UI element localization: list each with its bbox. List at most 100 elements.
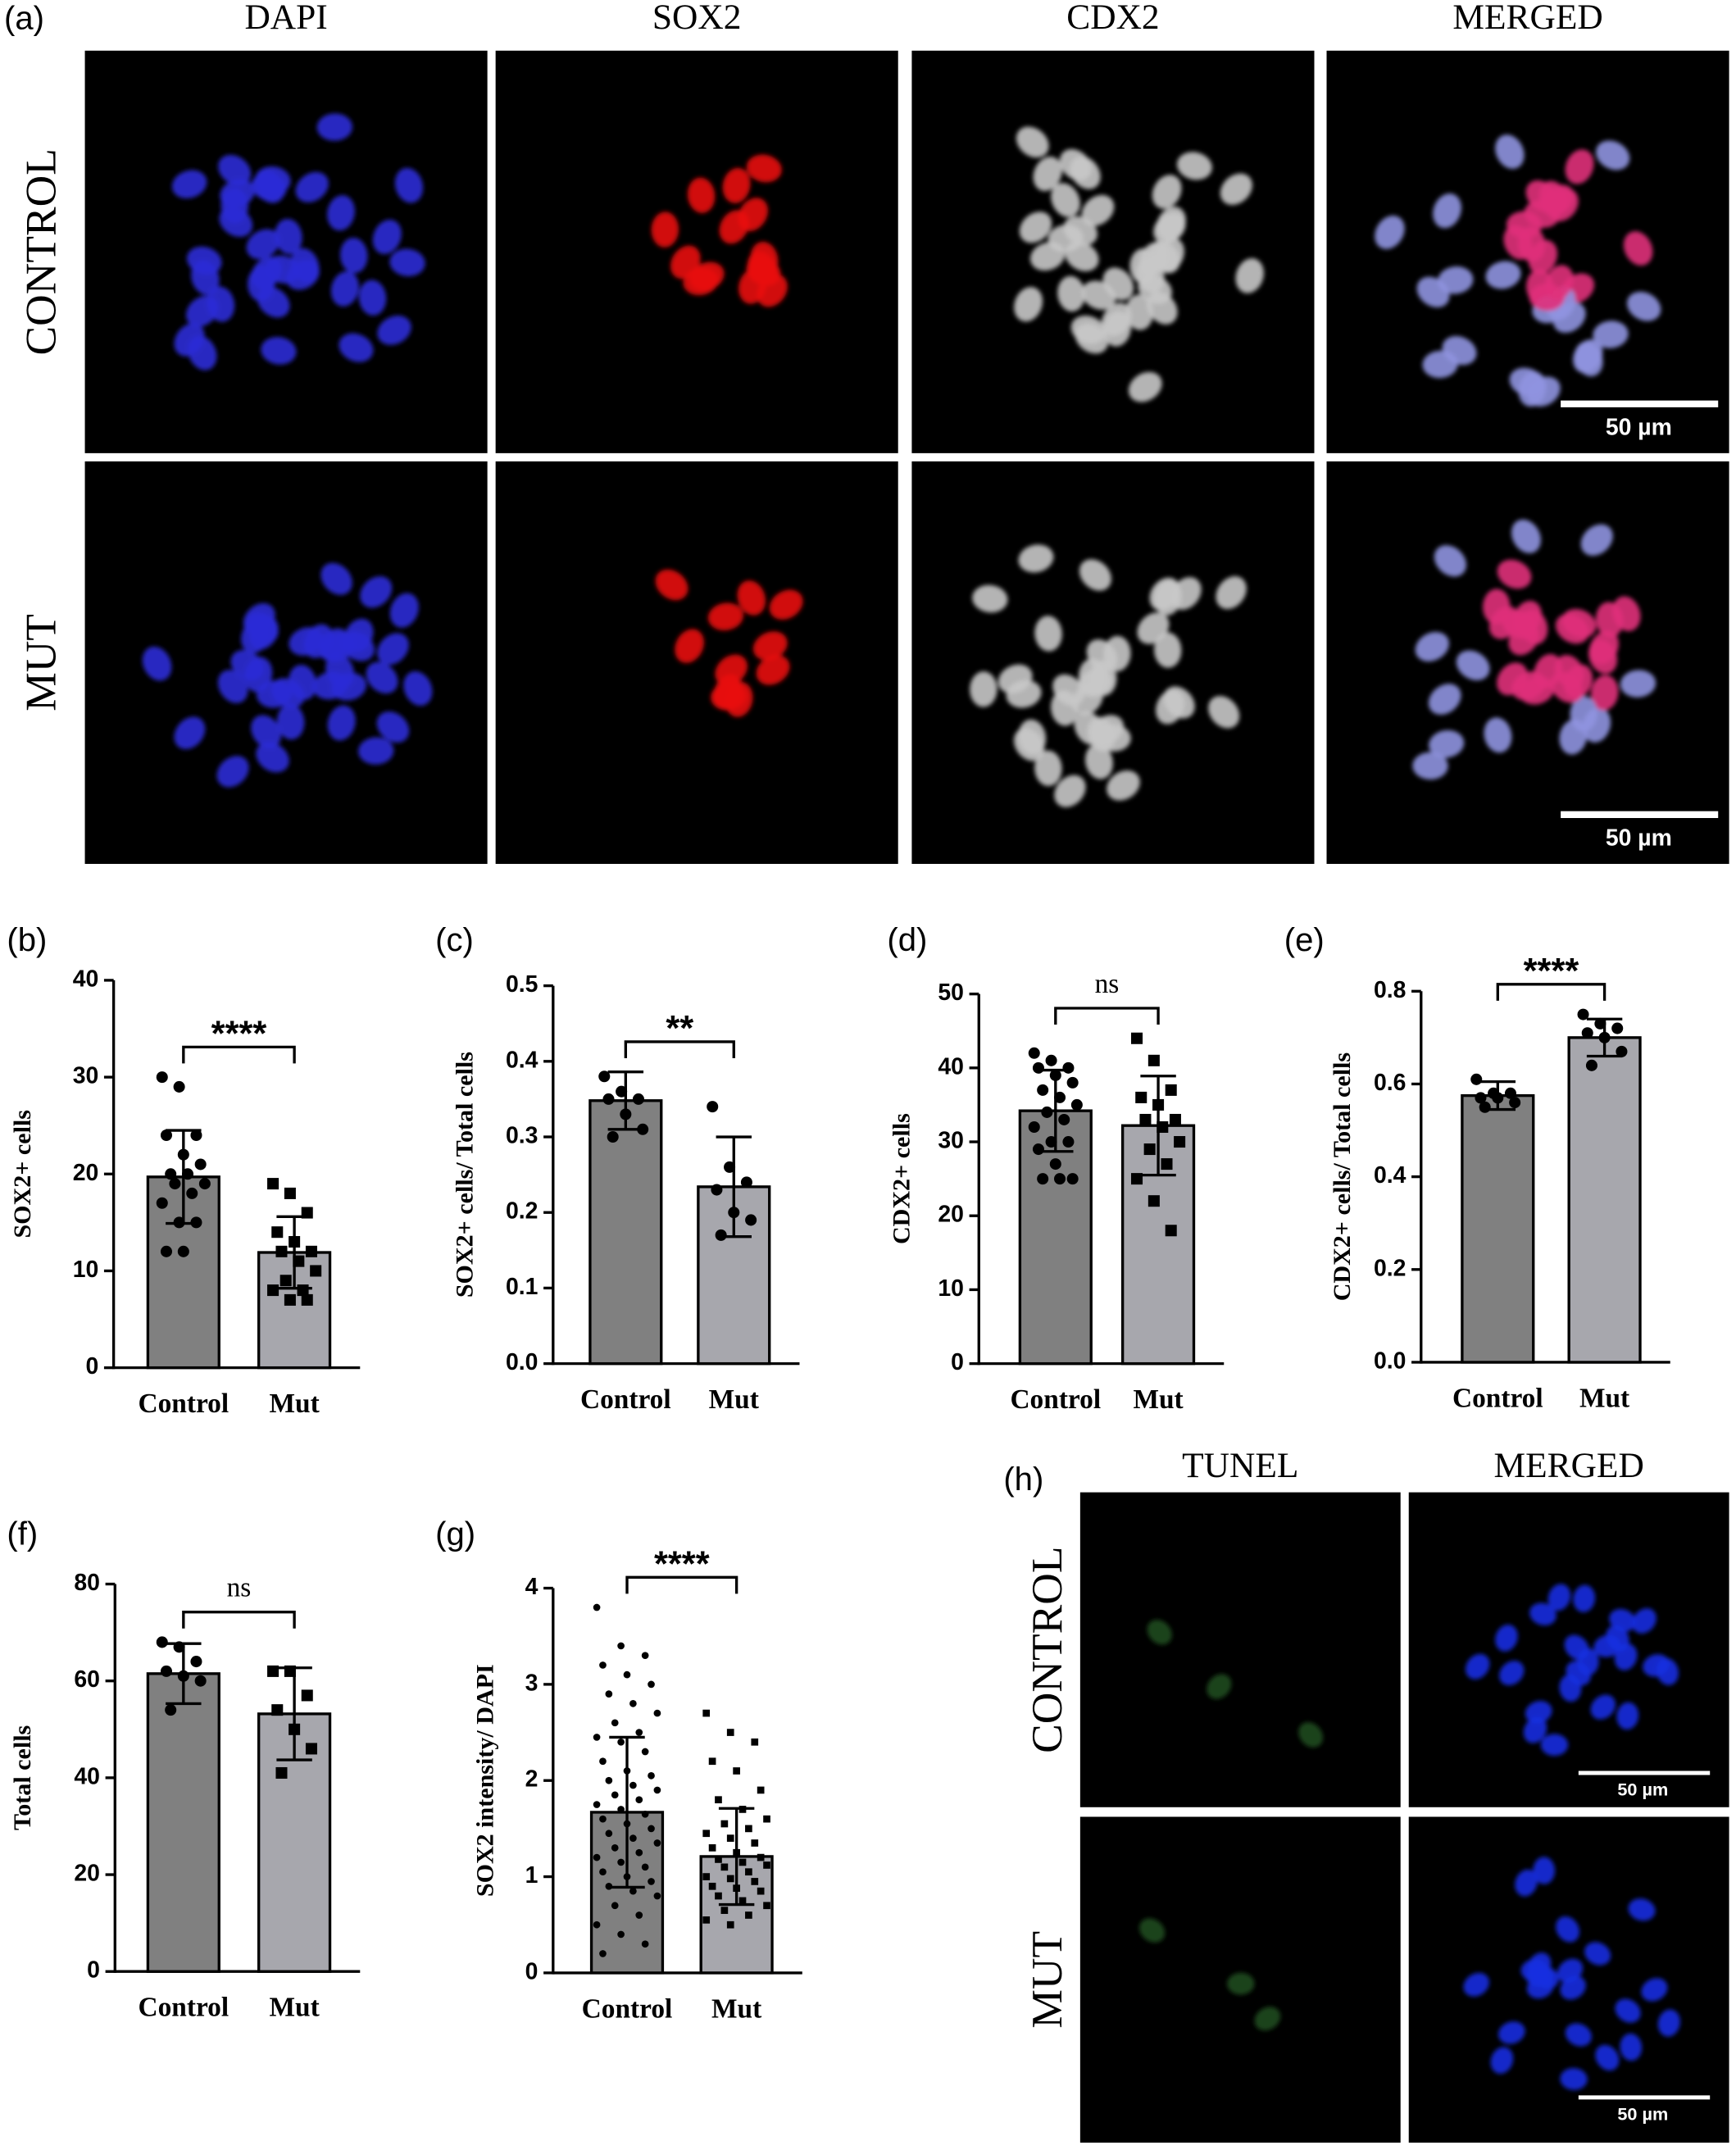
data-point <box>1028 1047 1040 1059</box>
data-point <box>763 1902 770 1910</box>
y-tick-label: 0.0 <box>506 1349 538 1375</box>
significance-bracket <box>182 1045 296 1064</box>
data-point <box>757 1853 765 1861</box>
data-point <box>702 1916 711 1924</box>
nucleus <box>1559 719 1588 755</box>
nucleus <box>1484 717 1512 753</box>
nucleus <box>1054 775 1086 807</box>
nucleus <box>220 179 255 208</box>
y-tick-label: 0 <box>85 1353 98 1380</box>
y-tick-label: 40 <box>73 966 99 992</box>
x-tick-label: Control <box>582 1993 673 2024</box>
y-axis-label: CDX2+ cells/ Total cells <box>1328 1052 1356 1301</box>
data-point <box>593 1734 601 1741</box>
data-point <box>715 1856 722 1863</box>
nucleus <box>1595 140 1630 170</box>
nucleus <box>1298 1722 1324 1748</box>
nucleus <box>1016 126 1049 158</box>
nucleus <box>1620 670 1656 698</box>
x-tick-label: Control <box>1010 1384 1101 1415</box>
data-point <box>720 1907 729 1914</box>
nucleus <box>1146 291 1178 325</box>
data-point <box>190 1129 202 1142</box>
nuclei <box>1014 126 1264 402</box>
x-tick-label: Control <box>580 1384 671 1415</box>
data-point <box>267 1284 279 1297</box>
data-point <box>177 1670 189 1682</box>
data-point <box>1049 1069 1061 1081</box>
y-tick-label: 0.5 <box>506 971 538 998</box>
data-point <box>293 1255 305 1267</box>
x-tick-label: Control <box>1452 1383 1543 1413</box>
y-tick-label: 0.2 <box>506 1198 538 1225</box>
data-point <box>310 1265 322 1277</box>
nucleus <box>1013 728 1045 761</box>
data-point <box>1032 1061 1044 1074</box>
data-point <box>611 1902 619 1910</box>
nucleus <box>1463 1972 1490 1997</box>
data-point <box>607 1131 619 1143</box>
column-heading: SOX2 <box>652 0 742 37</box>
data-point <box>1062 1136 1075 1148</box>
data-point <box>198 1178 211 1190</box>
nucleus <box>246 229 280 260</box>
data-point <box>745 1825 752 1833</box>
nucleus <box>327 705 356 741</box>
data-point <box>629 1781 637 1789</box>
nucleus <box>1595 2044 1620 2071</box>
nucleus <box>174 716 206 749</box>
nucleus <box>1540 1734 1569 1757</box>
data-point <box>763 1815 770 1823</box>
data-point <box>599 1661 607 1669</box>
data-point <box>599 1950 607 1957</box>
y-tick-label: 30 <box>73 1063 99 1089</box>
data-point <box>711 1184 723 1196</box>
y-tick-label: 0 <box>951 1349 964 1375</box>
data-point <box>1174 1136 1186 1148</box>
nucleus <box>1595 602 1624 638</box>
nucleus <box>366 661 398 694</box>
nucleus <box>707 602 744 631</box>
x-tick-label: Mut <box>709 1384 759 1415</box>
nucleus <box>1103 311 1132 347</box>
nucleus <box>1556 1916 1580 1943</box>
data-point <box>177 1245 189 1257</box>
data-point <box>173 1216 185 1229</box>
data-point <box>738 1858 747 1866</box>
nucleus <box>207 286 235 322</box>
column-heading: MERGED <box>1452 0 1602 37</box>
nucleus <box>275 218 302 255</box>
data-point <box>745 1214 757 1226</box>
panel-label: (d) <box>887 922 927 958</box>
nucleus <box>289 665 317 701</box>
data-point <box>751 1878 759 1885</box>
micrograph <box>911 50 1315 453</box>
nucleus <box>276 703 305 740</box>
data-point <box>620 1108 632 1120</box>
data-point <box>301 1207 313 1219</box>
column-heading: MERGED <box>1494 1446 1644 1485</box>
nucleus <box>1079 559 1111 591</box>
nucleus <box>1422 350 1458 379</box>
nucleus <box>715 654 748 686</box>
bar <box>146 1672 220 1973</box>
scale-bar-label: 50 µm <box>1606 414 1672 440</box>
x-tick-label: Mut <box>270 1993 320 2023</box>
data-point <box>1135 1091 1147 1103</box>
nucleus <box>188 335 217 370</box>
nucleus <box>1074 711 1104 745</box>
data-point <box>305 1245 317 1257</box>
data-point <box>1492 1092 1504 1104</box>
nucleus <box>394 167 424 203</box>
nuclei <box>171 113 425 370</box>
nucleus <box>737 580 766 616</box>
significance-label: **** <box>1524 952 1579 991</box>
data-point <box>632 1093 644 1105</box>
nucleus <box>1070 156 1101 189</box>
nucleus <box>1620 2033 1643 2061</box>
data-point <box>297 1284 309 1297</box>
data-point <box>611 1791 619 1799</box>
panel-label: (e) <box>1284 922 1325 958</box>
y-tick-label: 20 <box>74 1861 100 1887</box>
data-point <box>738 1897 747 1905</box>
